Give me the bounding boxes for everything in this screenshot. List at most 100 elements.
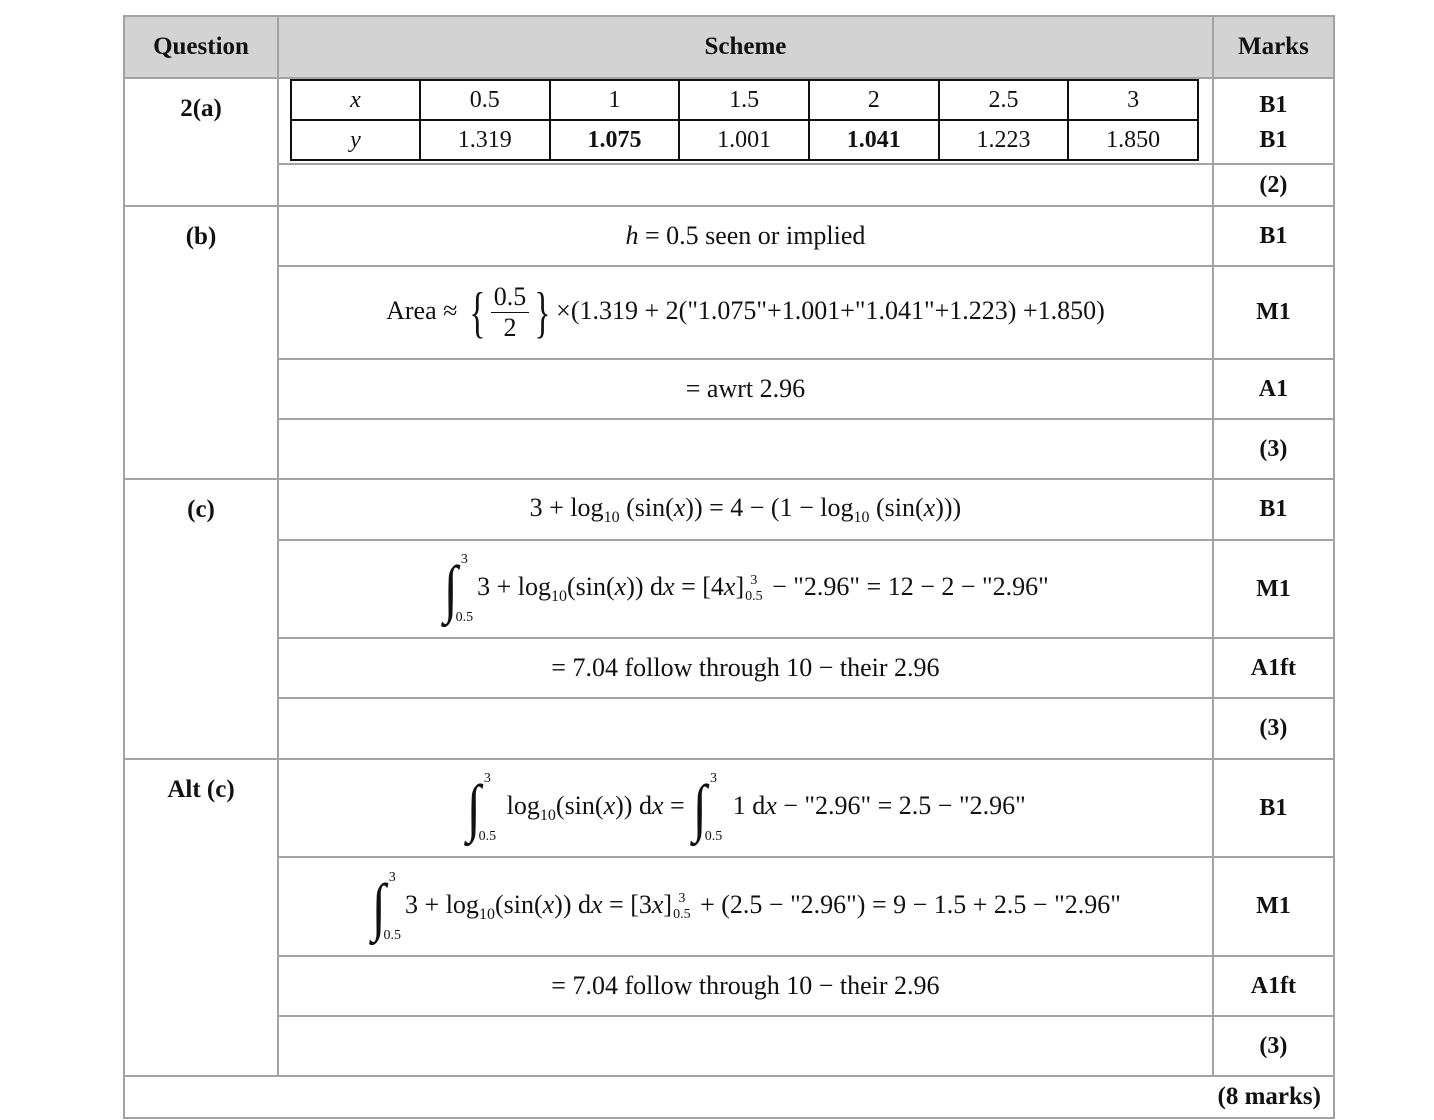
- y-value: 1.319: [418, 119, 551, 161]
- math-text: ]: [735, 571, 745, 601]
- left-brace: {: [469, 281, 486, 344]
- integral-limits: 3 0.5: [384, 870, 402, 944]
- x-row: x 0.5 1 1.5 2 2.5 3: [290, 79, 1200, 121]
- mark-total-a: (2): [1211, 163, 1336, 207]
- math-text: − "2.96" = 12 − 2 − "2.96": [765, 571, 1049, 601]
- math-variable: x: [663, 571, 675, 601]
- total-row: (8 marks): [123, 1075, 1335, 1119]
- scheme-row: Alt (c) ∫ 3 0.5 log10(sin(x)) dx = ∫ 3 0.5 1 …: [122, 758, 1336, 1077]
- mark-cell: A1ft: [1211, 637, 1336, 699]
- fraction-body: 0.5 2: [490, 282, 530, 343]
- scheme-cell: [277, 1015, 1214, 1077]
- math-text: − "2.96" = 2.5 − "2.96": [776, 790, 1026, 820]
- upper-limit: 3: [678, 890, 686, 906]
- header-question: Question: [122, 15, 280, 79]
- math-text: 3 + log: [529, 492, 604, 522]
- mark-cell: M1: [1211, 539, 1336, 639]
- math-text: (sin(: [619, 492, 674, 522]
- math-text: 3 + log: [477, 571, 551, 601]
- scheme-row: (3): [124, 697, 1336, 760]
- mark-scheme-table: Question Scheme Marks 2(a) x 0.5 1 1.5 2 2.5 3…: [122, 15, 1336, 1119]
- mark-cell: M1: [1211, 265, 1336, 360]
- mark-cell: A1ft: [1211, 955, 1336, 1017]
- question-label-a: 2(a): [122, 77, 280, 207]
- math-text: = 7.04 follow through 10 − their 2.96: [551, 971, 940, 1000]
- scheme-row: Area ≈ {0.5 2} ×(1.319 + 2("1.075"+1.001+"…: [124, 265, 1336, 360]
- scheme-row: = awrt 2.96 A1: [124, 358, 1336, 420]
- marks-a: B1 B1: [1211, 77, 1336, 165]
- math-variable: x: [614, 571, 627, 601]
- math-text: 3 + log: [405, 889, 479, 919]
- scheme-row: = 7.04 follow through 10 − their 2.96 A1f…: [124, 637, 1336, 699]
- lower-limit: 0.5: [704, 829, 723, 844]
- bracket-limits: 3 0.5: [673, 891, 691, 923]
- integral-limits: 3 0.5: [479, 771, 497, 845]
- x-value: 1: [548, 79, 681, 121]
- integral: ∫ 3 0.5: [442, 552, 473, 626]
- math-variable: h: [625, 221, 639, 250]
- integral: ∫ 3 0.5: [691, 771, 722, 845]
- y-label: y: [290, 119, 421, 161]
- math-variable: x: [651, 790, 664, 820]
- math-variable: x: [651, 889, 664, 919]
- question-label: (b): [122, 205, 280, 480]
- math-text: =: [663, 790, 692, 820]
- math-text: )) = 4 − (1 − log: [685, 492, 854, 522]
- scheme-cell: h = 0.5 seen or implied: [277, 205, 1214, 267]
- math-text: + (2.5 − "2.96") = 9 − 1.5 + 2.5 − "2.96…: [693, 889, 1121, 919]
- mark-cell: (3): [1211, 1015, 1336, 1077]
- math-text: (sin(: [869, 492, 924, 522]
- math-text: (sin(: [494, 889, 543, 919]
- lower-limit: 0.5: [455, 610, 474, 625]
- mark-b1: B1: [1259, 92, 1288, 118]
- part-c-section: (c) 3 + log10 (sin(x)) = 4 − (1 − log10 (…: [122, 478, 1336, 760]
- scheme-cell: = awrt 2.96: [277, 358, 1214, 420]
- scheme-row: (c) 3 + log10 (sin(x)) = 4 − (1 − log10 (…: [122, 478, 1336, 760]
- scheme-row: (3): [124, 1015, 1336, 1077]
- y-row: y 1.319 1.075 1.001 1.041 1.223 1.850: [290, 119, 1200, 161]
- scheme-cell: ∫ 3 0.5 log10(sin(x)) dx = ∫ 3 0.5 1 dx − "2…: [277, 758, 1214, 858]
- math-variable: x: [590, 889, 603, 919]
- math-text: 1 d: [726, 790, 766, 820]
- scheme-cell: = 7.04 follow through 10 − their 2.96: [277, 955, 1214, 1017]
- math-variable: x: [723, 571, 736, 601]
- math-variable: x: [542, 889, 555, 919]
- math-text: = awrt 2.96: [685, 374, 806, 403]
- y-value: 1.075: [548, 119, 681, 161]
- scheme-row: (3): [124, 418, 1336, 480]
- question-label: (c): [122, 478, 280, 760]
- integral-sign-icon: ∫: [692, 772, 707, 843]
- upper-limit: 3: [709, 771, 717, 786]
- header-scheme: Scheme: [277, 15, 1214, 79]
- y-value: 1.223: [937, 119, 1070, 161]
- part-alt-c-section: Alt (c) ∫ 3 0.5 log10(sin(x)) dx = ∫ 3 0.5 1 …: [122, 758, 1336, 1077]
- math-text: = [3: [602, 889, 652, 919]
- math-subscript: 10: [551, 587, 567, 605]
- x-value: 2: [807, 79, 940, 121]
- mark-cell: B1: [1211, 478, 1336, 541]
- x-label: x: [290, 79, 421, 121]
- part-a-row: 2(a) x 0.5 1 1.5 2 2.5 3 y 1.319 1.075 1.001 1.041…: [122, 77, 1336, 207]
- scheme-row: (b) h = 0.5 seen or implied B1: [122, 205, 1336, 480]
- math-text: (sin(: [567, 571, 615, 601]
- mark-cell: A1: [1211, 358, 1336, 420]
- math-subscript: 10: [853, 508, 870, 526]
- total-marks: (8 marks): [123, 1075, 1335, 1119]
- numerator: 0.5: [490, 282, 530, 313]
- math-text: log: [500, 790, 540, 820]
- lower-limit: 0.5: [383, 927, 402, 943]
- integral: ∫ 3 0.5: [370, 870, 401, 944]
- fraction: {0.5 2}: [464, 281, 556, 345]
- integral-sign-icon: ∫: [466, 772, 481, 843]
- scheme-cell: [277, 697, 1214, 760]
- math-text: )) d: [615, 790, 652, 820]
- math-text: ]: [663, 889, 673, 919]
- denominator: 2: [503, 313, 517, 342]
- y-value: 1.041: [807, 119, 940, 161]
- upper-limit: 3: [750, 573, 758, 588]
- y-value: 1.001: [678, 119, 810, 161]
- scheme-row: ∫ 3 0.5 3 + log10(sin(x)) dx = [4x] 3 0.5 − "…: [124, 539, 1336, 639]
- header-row: Question Scheme Marks: [122, 15, 1336, 79]
- integral-sign-icon: ∫: [371, 870, 386, 942]
- y-value: 1.850: [1067, 119, 1200, 161]
